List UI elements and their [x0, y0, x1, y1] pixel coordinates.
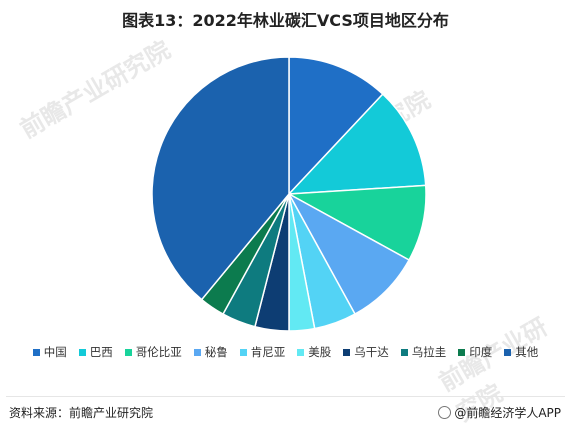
legend-swatch: [32, 348, 40, 356]
legend-swatch: [458, 348, 466, 356]
legend-label: 其他: [515, 345, 539, 359]
chart-legend: 中国 巴西 哥伦比亚 秘鲁 肯尼亚 美股 乌干达 乌拉圭 印度 其他: [10, 344, 561, 360]
legend-swatch: [193, 348, 201, 356]
legend-item-1: 巴西: [78, 344, 113, 360]
legend-swatch: [504, 348, 512, 356]
chart-title: 图表13：2022年林业碳汇VCS项目地区分布: [122, 11, 449, 30]
legend-item-0: 中国: [32, 344, 67, 360]
legend-item-7: 乌拉圭: [400, 344, 447, 360]
legend-swatch: [124, 348, 132, 356]
legend-item-3: 秘鲁: [193, 344, 228, 360]
pie-slice-1: [287, 93, 427, 195]
legend-label: 美股: [308, 345, 332, 359]
brand-logo-icon: [438, 406, 452, 419]
legend-label: 秘鲁: [204, 345, 228, 359]
legend-label: 中国: [43, 345, 67, 359]
legend-swatch: [78, 348, 86, 356]
pie-slice-0: [288, 56, 384, 196]
legend-item-4: 肯尼亚: [239, 344, 286, 360]
legend-label: 哥伦比亚: [135, 345, 182, 359]
source-text: 资料来源：前瞻产业研究院: [9, 406, 154, 420]
legend-swatch: [239, 348, 247, 356]
pie-slice-9: [151, 56, 290, 301]
footer-divider: [6, 396, 565, 397]
legend-swatch: [343, 348, 351, 356]
legend-swatch: [297, 348, 305, 356]
pie-chart: [151, 56, 427, 332]
legend-item-2: 哥伦比亚: [124, 344, 182, 360]
legend-label: 乌拉圭: [411, 345, 447, 359]
legend-label: 印度: [469, 345, 493, 359]
legend-label: 乌干达: [354, 345, 389, 359]
brand: @前瞻经济学人APP: [438, 404, 561, 421]
legend-item-5: 美股: [297, 344, 331, 360]
legend-item-8: 印度: [458, 344, 492, 360]
legend-label: 肯尼亚: [250, 345, 286, 359]
brand-text: @前瞻经济学人APP: [454, 406, 561, 420]
legend-item-9: 其他: [504, 344, 538, 360]
legend-item-6: 乌干达: [343, 344, 389, 360]
legend-label: 巴西: [89, 345, 113, 359]
legend-swatch: [400, 348, 408, 356]
